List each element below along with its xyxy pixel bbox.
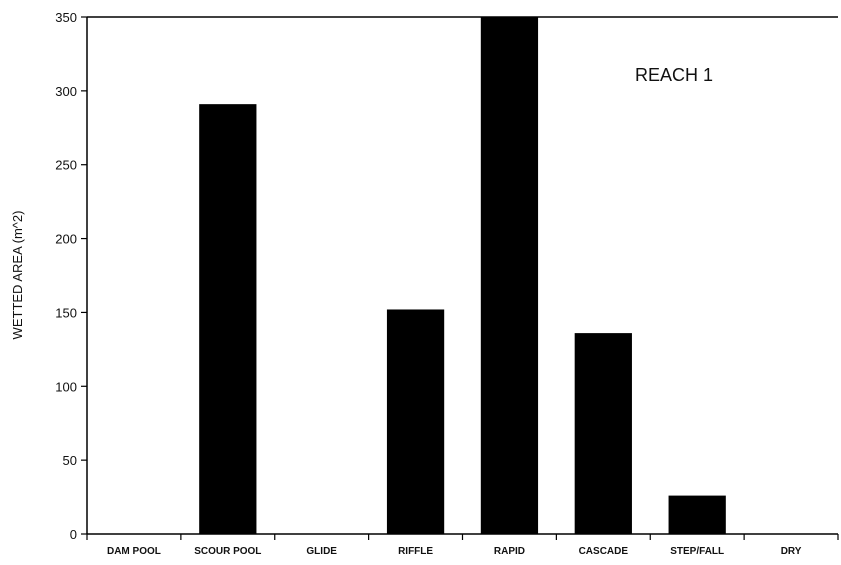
reach-annotation: REACH 1: [635, 65, 713, 85]
y-tick-label: 300: [55, 84, 77, 99]
x-category-label: SCOUR POOL: [194, 546, 261, 557]
y-axis-title: WETTED AREA (m^2): [10, 211, 25, 340]
bars: [199, 17, 726, 534]
y-tick-label: 150: [55, 305, 77, 320]
x-category-label: RAPID: [494, 546, 525, 557]
x-category-label: DAM POOL: [107, 546, 161, 557]
bar-rapid: [480, 17, 539, 534]
x-category-label: RIFFLE: [398, 546, 433, 557]
bar-cascade: [574, 333, 632, 534]
y-tick-label: 50: [63, 453, 77, 468]
y-tick-label: 250: [55, 158, 77, 173]
x-category-label: CASCADE: [579, 546, 629, 557]
y-tick-label: 350: [55, 10, 77, 25]
bar-step-fall: [668, 495, 726, 534]
y-tick-label: 200: [55, 232, 77, 247]
x-category-label: GLIDE: [306, 546, 337, 557]
x-category-label: STEP/FALL: [670, 546, 724, 557]
y-tick-label: 100: [55, 379, 77, 394]
x-category-label: DRY: [781, 546, 802, 557]
category-labels: DAM POOL SCOUR POOL GLIDE RIFFLE RAPID CASCAD…: [107, 546, 802, 557]
bar-riffle: [386, 309, 445, 534]
bar-scour-pool: [199, 104, 257, 534]
y-tick-label: 0: [70, 527, 77, 542]
y-ticks: 0 50 100 150 200 250 300 350: [55, 10, 87, 542]
x-ticks: [86, 534, 839, 540]
